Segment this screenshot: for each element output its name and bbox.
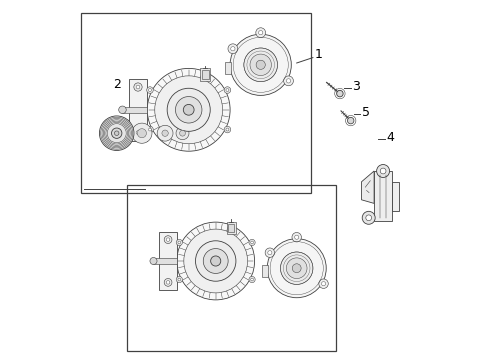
Circle shape [321,282,325,286]
Circle shape [183,229,247,293]
Circle shape [177,222,254,300]
Circle shape [258,31,263,35]
Bar [127,185,336,351]
Circle shape [147,68,230,151]
Circle shape [286,258,306,279]
Circle shape [248,239,255,246]
Circle shape [244,48,277,82]
Circle shape [166,238,169,241]
Circle shape [178,241,181,244]
Bar [202,71,208,79]
Circle shape [99,116,134,150]
Circle shape [365,215,371,221]
Circle shape [210,256,220,266]
Circle shape [132,123,152,143]
Circle shape [280,252,312,284]
Circle shape [255,28,265,37]
Circle shape [166,281,169,284]
Circle shape [256,60,265,69]
Text: 2: 2 [113,78,121,91]
Circle shape [136,131,140,134]
Circle shape [227,44,237,54]
Circle shape [119,106,126,113]
Circle shape [114,131,119,135]
Bar [81,13,310,193]
Circle shape [286,79,290,83]
Circle shape [294,235,298,239]
Polygon shape [361,171,373,203]
Circle shape [264,248,274,257]
Circle shape [195,241,235,281]
Circle shape [225,128,228,131]
Circle shape [157,125,173,141]
Circle shape [150,257,157,265]
Circle shape [111,128,122,138]
Bar [159,232,177,290]
Text: 1: 1 [314,48,322,61]
Circle shape [176,276,182,283]
Circle shape [230,34,291,95]
Bar [128,79,147,141]
Text: 4: 4 [386,131,394,144]
Circle shape [249,54,271,76]
Text: 5: 5 [361,106,369,119]
Circle shape [267,251,271,255]
Bar [262,265,268,277]
Circle shape [162,130,168,136]
Circle shape [250,278,253,281]
Text: 3: 3 [352,80,360,93]
Circle shape [248,276,255,283]
Circle shape [136,85,140,89]
Bar [373,171,391,221]
Bar [228,224,234,232]
Circle shape [283,76,293,86]
Circle shape [176,239,182,246]
Circle shape [175,96,202,123]
Bar [391,182,399,211]
Circle shape [178,278,181,281]
Bar [122,107,147,113]
Circle shape [176,127,188,140]
Circle shape [225,89,228,91]
Circle shape [148,128,151,131]
Circle shape [148,89,151,91]
Circle shape [137,129,146,138]
Circle shape [230,46,235,51]
Circle shape [164,236,172,243]
Circle shape [154,76,222,144]
Bar [224,62,231,74]
Circle shape [250,241,253,244]
Circle shape [224,126,230,133]
Bar [200,68,210,81]
Circle shape [146,126,153,133]
Circle shape [167,88,210,131]
Circle shape [291,233,301,242]
Circle shape [318,279,327,288]
Circle shape [183,104,194,115]
Circle shape [266,239,325,298]
Circle shape [134,83,142,91]
Circle shape [376,165,389,177]
Circle shape [362,211,374,224]
Circle shape [336,90,343,97]
Bar [226,222,235,234]
Circle shape [380,168,385,174]
Circle shape [179,130,185,136]
Bar [153,258,177,264]
Circle shape [292,264,301,273]
Circle shape [203,248,228,274]
Circle shape [146,87,153,93]
Circle shape [224,87,230,93]
Circle shape [164,279,172,286]
Circle shape [134,129,142,137]
Circle shape [347,117,353,124]
